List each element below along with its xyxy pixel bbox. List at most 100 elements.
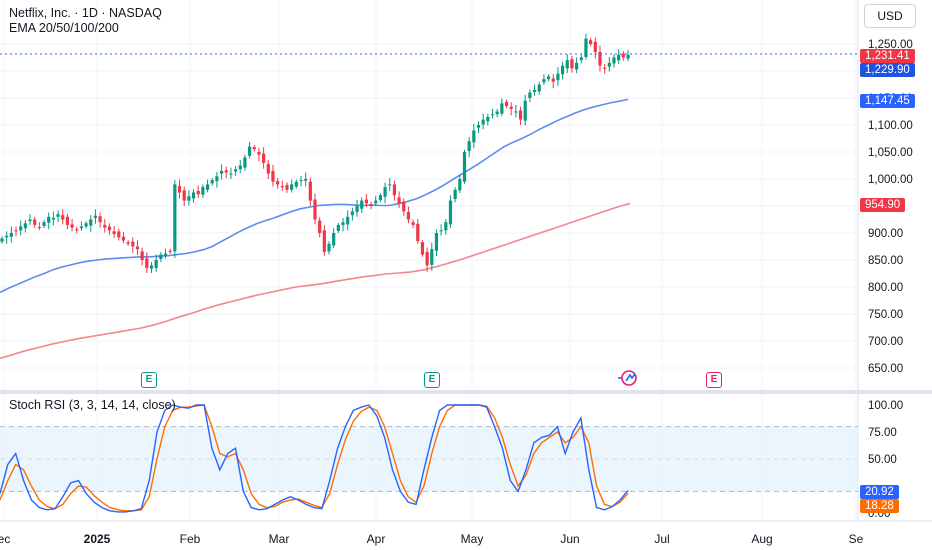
candle-body xyxy=(504,101,509,107)
candle-body xyxy=(462,152,467,182)
candle-body xyxy=(5,235,9,238)
candle-body xyxy=(182,190,186,201)
candle-body xyxy=(79,226,84,229)
candle-body xyxy=(383,187,387,197)
candle-body xyxy=(439,230,443,232)
candle-body xyxy=(336,224,340,231)
candle-body xyxy=(420,242,425,255)
candle-body xyxy=(205,184,210,190)
candle-body xyxy=(490,114,495,116)
candle-body xyxy=(103,224,107,228)
candle-body xyxy=(546,76,551,80)
price-tick-label: 650.00 xyxy=(868,363,903,375)
time-axis[interactable]: ec 2025 Feb Mar Apr May Jun Jul Aug Se xyxy=(0,532,864,546)
candle-body xyxy=(518,110,523,120)
candle-body xyxy=(84,223,88,227)
candle-body xyxy=(537,84,541,92)
ema-line-ema-50 xyxy=(0,98,629,294)
candle-body xyxy=(191,192,196,199)
chart-title[interactable]: Netflix, Inc. · 1D · NASDAQ xyxy=(9,6,162,20)
candle-body xyxy=(542,79,546,83)
candle-body xyxy=(131,241,135,247)
earnings-marker-jan[interactable]: E xyxy=(141,372,157,388)
candle-body xyxy=(448,200,453,225)
candle-body xyxy=(224,170,228,173)
price-tick-label: 1,250.00 xyxy=(868,39,913,51)
candle-body xyxy=(0,238,4,242)
candle-body xyxy=(332,233,336,246)
candle-body xyxy=(37,227,41,229)
candle-body xyxy=(327,243,331,252)
candle-body xyxy=(621,53,625,58)
earnings-marker-jul[interactable]: E xyxy=(706,372,722,388)
candle-body xyxy=(617,54,621,61)
candle-body xyxy=(560,65,565,75)
stoch-line-k xyxy=(0,404,629,513)
candle-body xyxy=(187,196,191,201)
candle-body xyxy=(262,153,266,163)
candle-body xyxy=(584,38,588,57)
candle-body xyxy=(75,229,79,231)
candles xyxy=(0,33,630,273)
high-price-label: 1,231.41 xyxy=(860,49,915,63)
candle-body xyxy=(430,249,434,265)
candle-body xyxy=(355,206,359,212)
candle-body xyxy=(56,214,60,217)
time-tick-label: ec xyxy=(0,532,10,546)
candle-body xyxy=(528,92,532,98)
candle-body xyxy=(434,233,439,251)
price-tick-label: 850.00 xyxy=(868,255,903,267)
candle-body xyxy=(392,184,397,196)
stoch-d-label: 18.28 xyxy=(860,499,899,513)
price-tick-label: 1,000.00 xyxy=(868,174,913,186)
candle-body xyxy=(233,169,238,172)
time-tick-label: 2025 xyxy=(84,532,111,546)
candle-body xyxy=(416,223,420,242)
candle-body xyxy=(612,57,616,64)
candle-body xyxy=(112,231,116,235)
ema-lines xyxy=(0,98,631,360)
time-tick-label: Mar xyxy=(269,532,290,546)
candle-body xyxy=(65,216,70,225)
stoch-rsi-legend[interactable]: Stoch RSI (3, 3, 14, 14, close) xyxy=(9,398,176,412)
candle-body xyxy=(42,222,46,226)
stoch-rsi-lines xyxy=(0,404,629,513)
candle-body xyxy=(276,181,280,185)
candle-body xyxy=(23,223,27,229)
candle-body xyxy=(500,103,504,114)
candle-body xyxy=(346,216,350,225)
candle-body xyxy=(364,199,368,204)
time-tick-label: Jun xyxy=(560,532,579,546)
stoch-rsi-band xyxy=(0,426,858,492)
candle-body xyxy=(28,219,32,222)
candle-body xyxy=(523,100,527,121)
candle-body xyxy=(350,211,354,216)
candle-body xyxy=(9,233,13,237)
split-icon[interactable] xyxy=(617,369,639,390)
candle-body xyxy=(121,236,126,241)
candle-body xyxy=(173,184,177,252)
indicator-legend[interactable]: EMA 20/50/100/200 xyxy=(9,21,119,35)
candle-body xyxy=(229,173,233,175)
currency-button[interactable]: USD xyxy=(864,4,916,28)
candle-body xyxy=(140,251,144,260)
candle-body xyxy=(196,190,200,195)
candle-body xyxy=(89,219,93,226)
candle-body xyxy=(159,254,163,259)
candle-body xyxy=(402,201,406,212)
candle-body xyxy=(93,215,98,218)
candle-body xyxy=(593,41,597,53)
candle-body xyxy=(163,253,168,256)
candle-body xyxy=(61,215,65,220)
price-tick-label: 900.00 xyxy=(868,228,903,240)
earnings-marker-apr[interactable]: E xyxy=(424,372,440,388)
candle-body xyxy=(299,180,303,182)
candle-body xyxy=(313,199,317,220)
candle-body xyxy=(308,181,312,201)
candle-body xyxy=(135,246,140,250)
candle-body xyxy=(495,111,499,115)
candle-body xyxy=(603,67,607,69)
candle-body xyxy=(514,111,518,113)
candle-body xyxy=(509,106,513,109)
